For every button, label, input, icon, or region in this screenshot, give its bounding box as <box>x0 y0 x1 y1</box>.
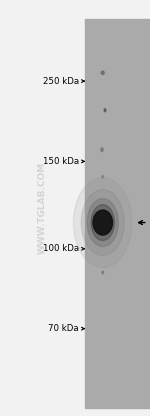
Text: 70 kDa: 70 kDa <box>48 324 79 333</box>
Ellipse shape <box>102 176 104 178</box>
Ellipse shape <box>74 178 132 267</box>
Text: 150 kDa: 150 kDa <box>43 157 79 166</box>
Ellipse shape <box>104 109 106 112</box>
Ellipse shape <box>102 271 104 274</box>
Ellipse shape <box>101 148 103 152</box>
Ellipse shape <box>91 205 114 240</box>
Text: WWW.TGLAB.COM: WWW.TGLAB.COM <box>38 162 46 254</box>
Text: 250 kDa: 250 kDa <box>43 77 79 86</box>
Bar <box>85 19 150 408</box>
Ellipse shape <box>101 71 104 74</box>
Ellipse shape <box>81 190 124 255</box>
Text: 100 kDa: 100 kDa <box>43 244 79 253</box>
Ellipse shape <box>93 210 112 235</box>
Ellipse shape <box>87 198 118 247</box>
